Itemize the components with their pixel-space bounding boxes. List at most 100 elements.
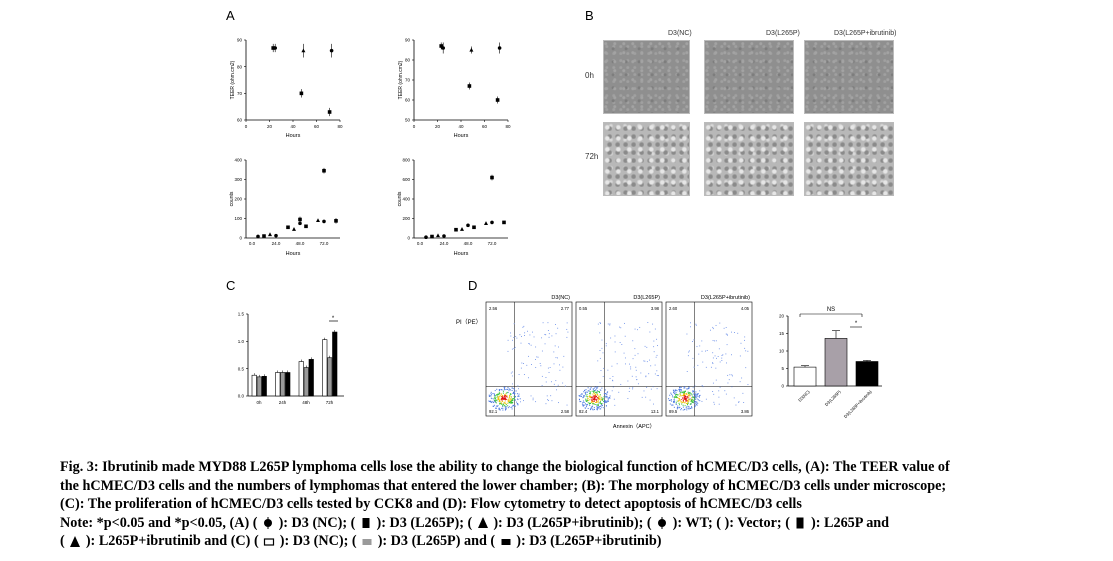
teer-chart-nc-l265p: 60 70 80 90 0 20 40 60 80 TEER (ohm.cm2) Hours [230, 38, 343, 139]
flow-event [599, 389, 601, 391]
x-tick-label: 48h [302, 400, 310, 405]
cck8-bar [298, 361, 304, 397]
count-point [322, 219, 326, 224]
flow-event [705, 398, 707, 400]
flow-event [690, 407, 692, 409]
flow-event [587, 402, 589, 404]
flow-plot-title: D3(L265P+ibrutinib) [701, 295, 750, 301]
flow-event [508, 406, 510, 408]
flow-event [614, 335, 616, 337]
flow-event [673, 406, 675, 408]
flow-event [604, 395, 606, 397]
flow-event [504, 393, 506, 395]
caption-line-2: the hCMEC/D3 cells and the numbers of ly… [60, 477, 947, 494]
flow-event [490, 397, 492, 399]
flow-event [512, 402, 514, 404]
flow-event [694, 385, 696, 387]
note-prefix: Note: *p<0.05 and *p<0.05, (A) ( [60, 514, 258, 531]
counts-points [256, 167, 338, 239]
y-tick-label: 90 [237, 38, 243, 43]
caption-note-line-1: Note: *p<0.05 and *p<0.05, (A) ( ): D3 (… [60, 514, 1100, 533]
x-tick-label: 0.0 [249, 241, 256, 246]
flow-event [507, 399, 509, 401]
flow-event [596, 397, 598, 399]
flow-event [502, 390, 504, 392]
flow-event [628, 390, 630, 392]
flow-event [494, 394, 496, 396]
flow-event [709, 329, 711, 331]
flow-event [695, 393, 697, 395]
flow-event [691, 406, 693, 408]
flow-event [589, 402, 591, 404]
flow-event [541, 385, 543, 387]
flow-event [637, 383, 639, 385]
teer-point [327, 110, 332, 114]
count-point [322, 168, 326, 173]
flow-event [634, 354, 636, 356]
flow-event [591, 397, 593, 399]
flow-event [606, 394, 608, 396]
x-tick-label: 0 [245, 124, 248, 129]
cck8-bar [308, 359, 314, 397]
flow-event [676, 400, 678, 402]
count-point [316, 218, 320, 223]
flow-event [595, 395, 597, 397]
flow-event [679, 399, 681, 401]
flow-plot-frame [485, 301, 573, 417]
flow-event [502, 397, 504, 399]
teer-points [439, 42, 502, 104]
cck8-bar [285, 372, 291, 397]
flow-event [726, 334, 728, 336]
flow-event [607, 369, 609, 371]
flow-event [733, 397, 735, 399]
flow-event [612, 376, 614, 377]
flow-event [500, 389, 502, 391]
flow-event [724, 390, 726, 392]
cck8-bar [327, 357, 333, 397]
flow-event [595, 404, 597, 406]
flow-event [593, 400, 595, 402]
flow-event [609, 323, 611, 325]
flow-event [689, 392, 691, 394]
flow-event [513, 388, 515, 390]
circle-symbol-icon [658, 517, 667, 530]
flow-event [592, 408, 594, 410]
flow-event [492, 393, 494, 395]
flow-event [591, 399, 593, 401]
teer-points [271, 43, 334, 117]
flow-event [584, 390, 586, 392]
flow-event [680, 390, 682, 392]
flow-event [547, 330, 549, 331]
flow-event [593, 403, 595, 405]
flow-event [608, 397, 610, 399]
apoptosis-xticks: D3(NC) D3(L265P) D3(L265P+ibrutinib) [797, 389, 873, 419]
flow-event [679, 398, 681, 400]
flow-event [587, 404, 589, 406]
flow-event [682, 400, 684, 402]
flow-event [686, 388, 688, 390]
flow-event [557, 327, 559, 329]
x-tick-label: 40 [290, 124, 296, 129]
flow-event [686, 407, 688, 409]
quadrant-value: 2.60 [669, 306, 678, 311]
flow-event [490, 391, 492, 393]
flow-event [744, 336, 746, 338]
flow-event [632, 358, 634, 360]
flow-event [694, 393, 696, 395]
flow-event [502, 392, 504, 394]
flow-event [594, 394, 596, 396]
flow-event [509, 393, 511, 395]
x-tick-label: 20 [267, 124, 273, 129]
flow-event [629, 387, 631, 389]
flow-event [566, 336, 568, 338]
flow-event [688, 394, 690, 396]
flow-event [585, 395, 587, 397]
caption-line-1: Fig. 3: Ibrutinib made MYD88 L265P lymph… [60, 459, 950, 475]
flow-event [721, 355, 723, 357]
flow-event [699, 345, 701, 347]
flow-event [581, 403, 583, 405]
flow-event [547, 399, 549, 401]
flow-event [511, 339, 513, 341]
teer-point [301, 48, 306, 53]
flow-event [728, 379, 730, 381]
